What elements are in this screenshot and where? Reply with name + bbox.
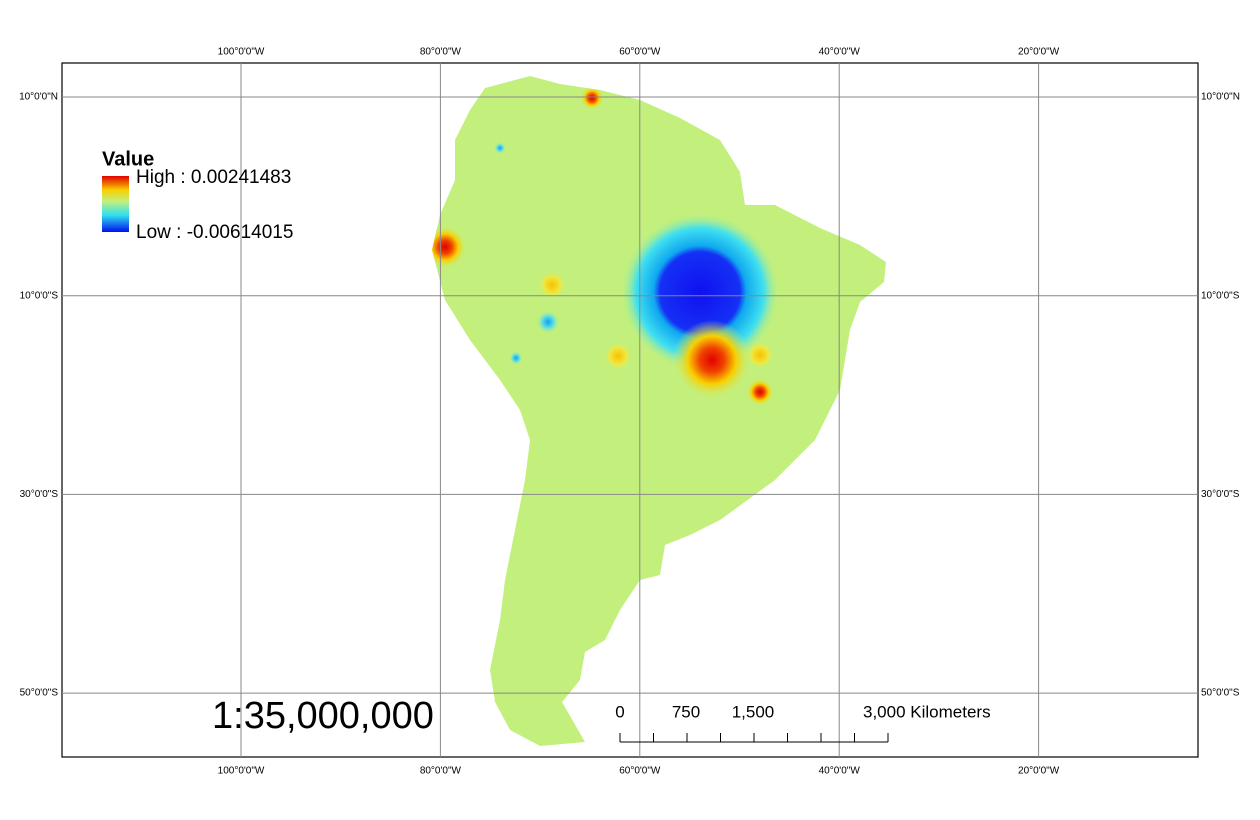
longitude-label: 60°0'0"W (619, 766, 661, 777)
longitude-label: 40°0'0"W (819, 47, 861, 58)
latitude-label: 10°0'0"N (1201, 92, 1240, 103)
longitude-label: 100°0'0"W (218, 47, 265, 58)
latitude-label: 50°0'0"S (20, 688, 59, 699)
latitude-label: 30°0'0"S (20, 489, 59, 500)
scale-label: 750 (672, 702, 700, 721)
latitude-label: 10°0'0"S (20, 290, 59, 301)
scale-bar: 0 750 1,500 3,000 Kilometers (615, 702, 991, 743)
longitude-label: 80°0'0"W (420, 47, 462, 58)
scale-label: 1,500 (732, 702, 775, 721)
legend-title: Value (102, 148, 154, 170)
longitude-label: 60°0'0"W (619, 47, 661, 58)
longitude-label: 100°0'0"W (218, 766, 265, 777)
graticule: 100°0'0"W 100°0'0"W 80°0'0"W 80°0'0"W 60°0'0… (19, 47, 1240, 777)
legend-ramp (102, 176, 129, 232)
scale-label: 3,000 Kilometers (863, 702, 991, 721)
legend-high: High : 0.00241483 (136, 167, 291, 188)
latitude-label: 50°0'0"S (1201, 688, 1240, 699)
longitude-label: 40°0'0"W (819, 766, 861, 777)
legend: Value High : 0.00241483 Low : -0.0061401… (102, 148, 293, 243)
longitude-label: 20°0'0"W (1018, 766, 1060, 777)
longitude-label: 20°0'0"W (1018, 47, 1060, 58)
latitude-label: 30°0'0"S (1201, 489, 1240, 500)
scale-text: 1:35,000,000 (212, 695, 434, 737)
scale-label: 0 (615, 702, 624, 721)
longitude-label: 80°0'0"W (420, 766, 462, 777)
latitude-label: 10°0'0"N (19, 92, 58, 103)
legend-low: Low : -0.00614015 (136, 222, 293, 243)
latitude-label: 10°0'0"S (1201, 290, 1240, 301)
